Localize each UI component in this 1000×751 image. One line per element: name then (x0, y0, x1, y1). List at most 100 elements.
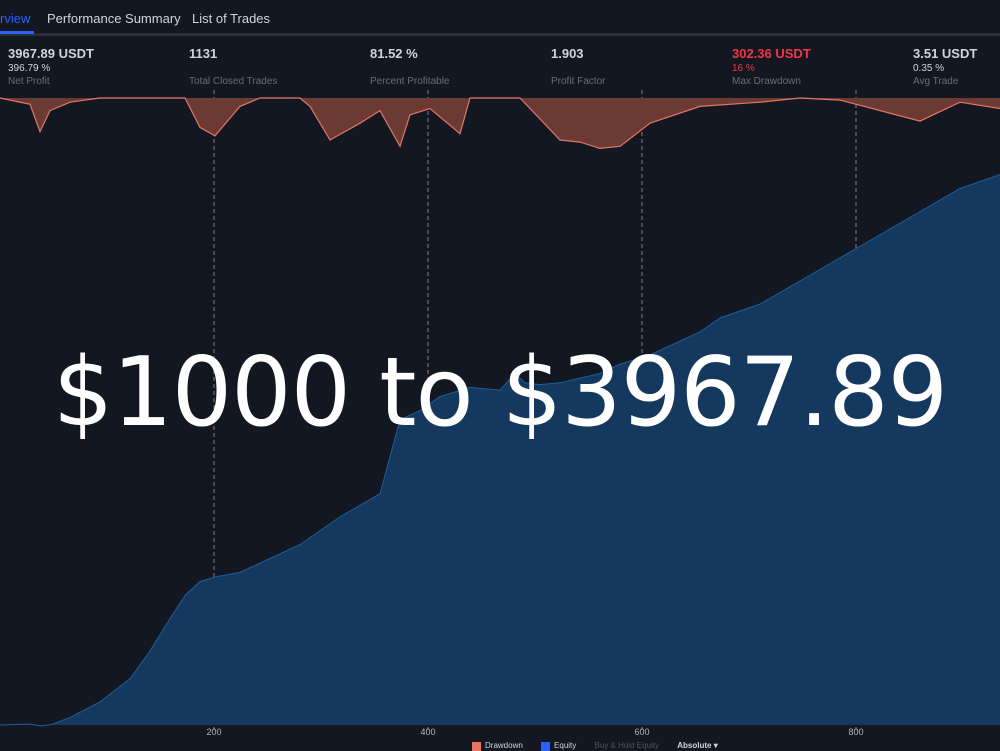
drawdown-point (799, 97, 801, 99)
drawdown-point (29, 103, 31, 105)
metric-label: Net Profit (8, 76, 50, 87)
metric-sub (189, 63, 277, 75)
drawdown-point (879, 110, 881, 112)
metric-value: 1131 (189, 46, 218, 61)
equity-point (299, 544, 301, 546)
drawdown-point (839, 99, 841, 101)
tab-list-of-trades[interactable]: List of Trades (192, 11, 271, 26)
metric-label: Avg Trade (913, 76, 959, 87)
metric-percent-profitable: 81.52 % Percent Profitable (370, 46, 450, 87)
equity-point (419, 409, 421, 412)
metric-value: 302.36 USDT (732, 46, 811, 61)
metric-value: 3.51 USDT (913, 46, 978, 61)
equity-point (959, 187, 961, 190)
equity-point (469, 386, 471, 388)
drawdown-point (399, 145, 401, 147)
drawdown-swatch (472, 741, 481, 751)
metric-sub (370, 63, 450, 75)
tab-overview[interactable]: rview (0, 11, 31, 26)
mode-dropdown-label: Absolute (677, 741, 712, 751)
drawdown-point (599, 147, 601, 149)
drawdown-point (409, 114, 411, 116)
drawdown-point (759, 101, 761, 103)
metric-sub: 16 % (732, 63, 755, 74)
drawdown-point (579, 141, 581, 143)
drawdown-point (699, 105, 701, 107)
drawdown-point (559, 139, 561, 141)
equity-point (439, 396, 441, 398)
drawdown-point (499, 97, 501, 99)
metric-avg-trade: 3.51 USDT 0.35 % Avg Trade (913, 46, 977, 87)
drawdown-point (309, 105, 311, 107)
drawdown-point (919, 120, 921, 122)
equity-swatch (541, 741, 551, 751)
metric-value: 3967.89 USDT (8, 46, 94, 61)
metric-max-drawdown: 302.36 USDT 16 % Max Drawdown (732, 46, 811, 87)
drawdown-point (0, 97, 1, 99)
metric-label: Percent Profitable (370, 76, 450, 87)
metric-net-profit: 3967.89 USDT 396.79 % Net Profit (8, 46, 94, 87)
drawdown-point (49, 110, 51, 112)
metric-profit-factor: 1.903 Profit Factor (551, 46, 605, 87)
equity-point (184, 594, 186, 597)
equity-point (239, 571, 241, 573)
x-tick-label-400: 400 (420, 727, 435, 737)
equity-point (879, 234, 881, 236)
equity-point (394, 437, 396, 439)
legend-drawdown[interactable]: Drawdown (472, 741, 523, 751)
equity-point (679, 340, 681, 342)
equity-point (839, 257, 841, 259)
drawdown-line (0, 97, 1000, 150)
equity-point (199, 581, 201, 583)
drawdown-point (379, 110, 381, 112)
metric-sub: 396.79 % (8, 63, 51, 74)
metric-total-closed-trades: 1131 Total Closed Trades (189, 46, 277, 87)
equity-point (339, 516, 341, 518)
equity-point (579, 377, 581, 379)
metric-label: Profit Factor (551, 76, 606, 87)
mode-dropdown[interactable]: Absolute ▾ (677, 741, 717, 750)
legend-buy-hold-label: Buy & Hold Equity (594, 741, 659, 751)
drawdown-point (214, 135, 216, 137)
drawdown-point (69, 101, 71, 103)
equity-point (214, 576, 216, 578)
drawdown-point (519, 97, 521, 99)
equity-point (619, 363, 621, 365)
tab-performance-summary[interactable]: Performance Summary (47, 11, 181, 26)
equity-point (379, 493, 381, 495)
drawdown-point (469, 97, 471, 99)
equity-point (49, 724, 51, 726)
drawdown-point (39, 131, 41, 133)
equity-point (99, 701, 101, 703)
equity-point (29, 723, 31, 725)
x-tick-label-800: 800 (848, 727, 863, 737)
equity-drawdown-chart[interactable]: 200 400 600 800 (0, 90, 1000, 750)
metric-sub (551, 63, 605, 75)
equity-point (69, 717, 71, 719)
x-tick-label-200: 200 (206, 727, 221, 737)
equity-point (399, 419, 401, 421)
equity-point (919, 211, 921, 213)
legend-buy-hold[interactable]: Buy & Hold Equity (595, 741, 659, 750)
drawdown-point (649, 122, 651, 124)
equity-point (169, 618, 171, 620)
chart-legend: Drawdown Equity Buy & Hold Equity Absolu… (472, 741, 734, 751)
drawdown-point (259, 97, 261, 99)
drawdown-point (329, 139, 331, 141)
equity-point (719, 317, 721, 319)
equity-point (0, 724, 1, 726)
metric-label: Total Closed Trades (189, 76, 278, 87)
equity-point (39, 725, 41, 727)
metric-label: Max Drawdown (732, 76, 801, 87)
legend-equity-label: Equity (554, 741, 577, 751)
drawdown-point (199, 126, 201, 128)
equity-point (699, 331, 701, 333)
drawdown-point (299, 97, 301, 99)
drawdown-point (239, 105, 241, 107)
equity-point (539, 384, 541, 386)
metric-value: 81.52 % (370, 46, 418, 61)
legend-equity[interactable]: Equity (541, 741, 577, 751)
drawdown-point (359, 122, 361, 124)
equity-point (759, 303, 761, 305)
chevron-down-icon: ▾ (713, 741, 718, 751)
